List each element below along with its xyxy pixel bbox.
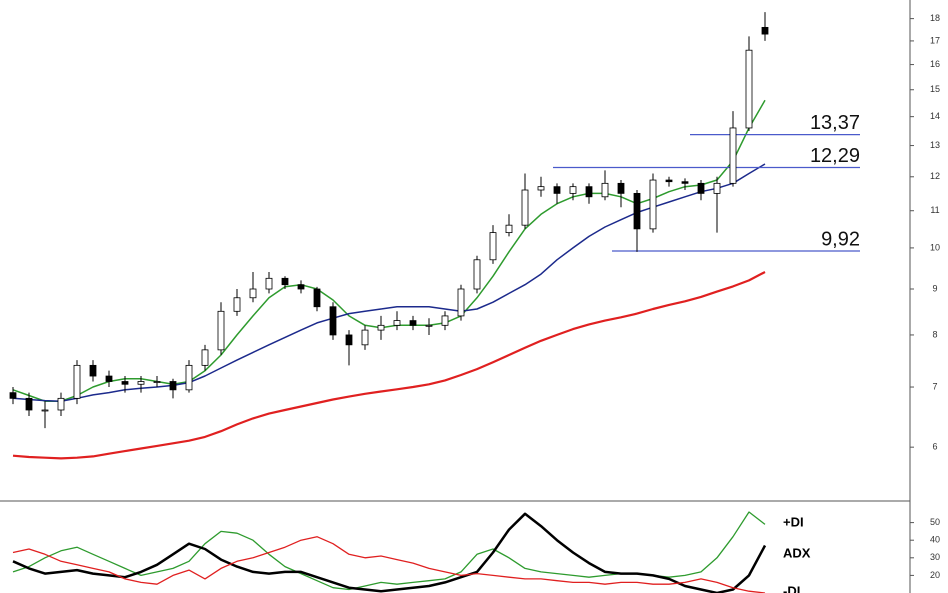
candle-body: [585, 186, 593, 198]
candle-body: [201, 349, 209, 366]
y-tick-label: 30: [930, 552, 940, 562]
candle-body: [265, 277, 273, 290]
candle-body: [105, 375, 113, 382]
candle-body: [697, 182, 705, 194]
candle-body: [153, 381, 161, 383]
candle-body: [57, 397, 65, 411]
y-tick-label: 7: [932, 381, 937, 391]
candle-body: [649, 179, 657, 230]
candle-body: [601, 182, 609, 198]
y-tick-label: 20: [930, 570, 940, 580]
candle-body: [185, 364, 193, 391]
candle-body: [281, 277, 289, 286]
y-tick-label: 10: [930, 242, 940, 252]
candle-body: [233, 297, 241, 312]
candle-body: [409, 320, 417, 326]
y-tick-label: 6: [932, 442, 937, 452]
y-tick-label: 13: [930, 140, 940, 150]
candle-body: [393, 320, 401, 326]
candle-body: [329, 306, 337, 336]
candle-body: [761, 26, 769, 35]
candle-body: [617, 182, 625, 194]
candle-body: [313, 288, 321, 308]
candle-body: [713, 182, 721, 194]
candle-body: [441, 315, 449, 326]
y-tick-label: 11: [930, 205, 939, 215]
candle-body: [121, 381, 129, 385]
indicator-name: ADX: [783, 545, 811, 560]
candle-body: [377, 324, 385, 331]
moving-average: [12, 271, 766, 460]
candle-body: [137, 381, 145, 385]
y-tick-label: 50: [930, 517, 940, 527]
candle-body: [521, 189, 529, 226]
candle-body: [41, 409, 49, 412]
indicator-line: [12, 536, 766, 593]
y-tick-label: 8: [932, 329, 937, 339]
candle-body: [505, 224, 513, 234]
candle-body: [569, 186, 577, 194]
candle-body: [25, 397, 33, 411]
candle-body: [9, 392, 17, 399]
candle-body: [553, 186, 561, 194]
y-tick-label: 12: [930, 171, 940, 181]
candle-body: [633, 192, 641, 230]
y-tick-label: 16: [930, 59, 940, 69]
candle-body: [473, 259, 481, 290]
candle-body: [249, 288, 257, 299]
indicator-name: -DI: [783, 583, 800, 593]
level-label: 12,29: [810, 145, 860, 167]
y-tick-label: 18: [930, 13, 940, 23]
candle-body: [457, 288, 465, 317]
candle-body: [425, 324, 433, 327]
level-label: 9,92: [821, 228, 860, 250]
y-tick-label: 17: [930, 35, 940, 45]
candle-body: [665, 179, 673, 183]
candle-body: [89, 364, 97, 377]
candle-body: [361, 329, 369, 346]
candle-body: [297, 284, 305, 290]
candle-body: [729, 127, 737, 184]
candle-body: [489, 232, 497, 261]
candle-body: [681, 181, 689, 184]
level-label: 13,37: [810, 112, 860, 134]
candle-body: [537, 186, 545, 191]
candle-body: [217, 310, 225, 351]
candle-body: [745, 49, 753, 129]
y-tick-label: 9: [932, 283, 937, 293]
indicator-line: [12, 512, 767, 593]
indicator-name: +DI: [783, 514, 804, 529]
candle-body: [345, 334, 353, 346]
y-tick-label: 15: [930, 84, 940, 94]
y-tick-label: 14: [930, 111, 940, 121]
y-tick-label: 40: [930, 535, 940, 545]
candle-body: [73, 364, 81, 399]
candle-body: [169, 381, 177, 391]
